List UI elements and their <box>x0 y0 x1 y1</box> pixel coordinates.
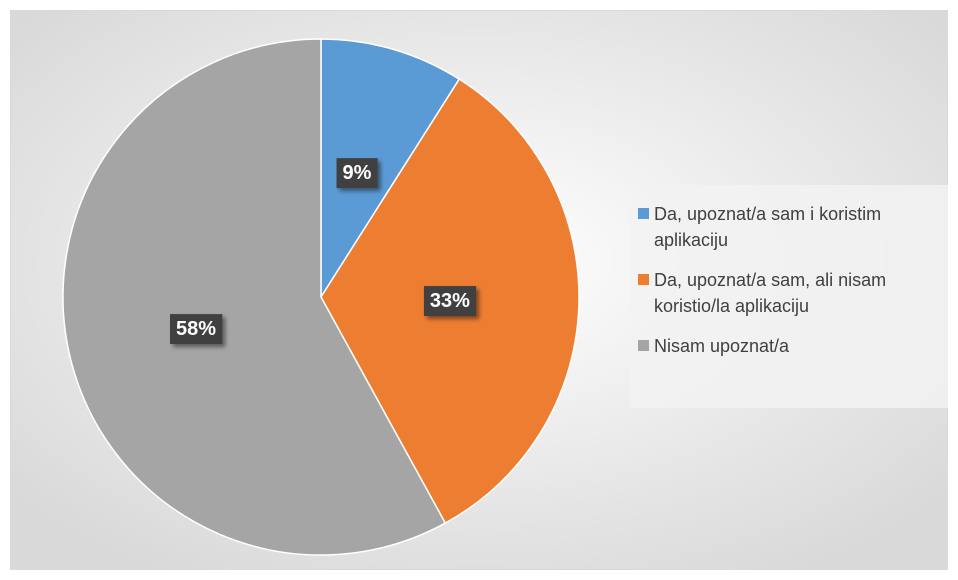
legend-item: Da, upoznat/a sam i koristim aplikaciju <box>638 201 942 253</box>
legend: Da, upoznat/a sam i koristim aplikaciju D… <box>630 185 948 408</box>
data-label: 33% <box>430 290 470 312</box>
pie-slice <box>62 38 447 556</box>
legend-label: Nisam upoznat/a <box>654 336 790 356</box>
data-label-box <box>170 314 223 345</box>
legend-label: Da, upoznat/a sam, ali nisam koristio/la… <box>654 270 887 316</box>
legend-item: Nisam upoznat/a <box>638 333 942 359</box>
data-label-group: 58% <box>170 314 223 345</box>
data-label-box <box>336 158 378 189</box>
legend-swatch <box>638 274 649 285</box>
data-label-group: 9% <box>336 158 378 189</box>
data-label: 9% <box>343 162 372 184</box>
legend-swatch <box>638 208 649 219</box>
data-label: 58% <box>176 318 216 340</box>
legend-item: Da, upoznat/a sam, ali nisam koristio/la… <box>638 267 942 319</box>
pie-slice <box>320 38 461 300</box>
data-label-box <box>423 286 477 317</box>
data-label-group: 33% <box>423 286 477 317</box>
legend-label: Da, upoznat/a sam i koristim aplikaciju <box>654 204 882 250</box>
legend-swatch <box>638 340 649 351</box>
